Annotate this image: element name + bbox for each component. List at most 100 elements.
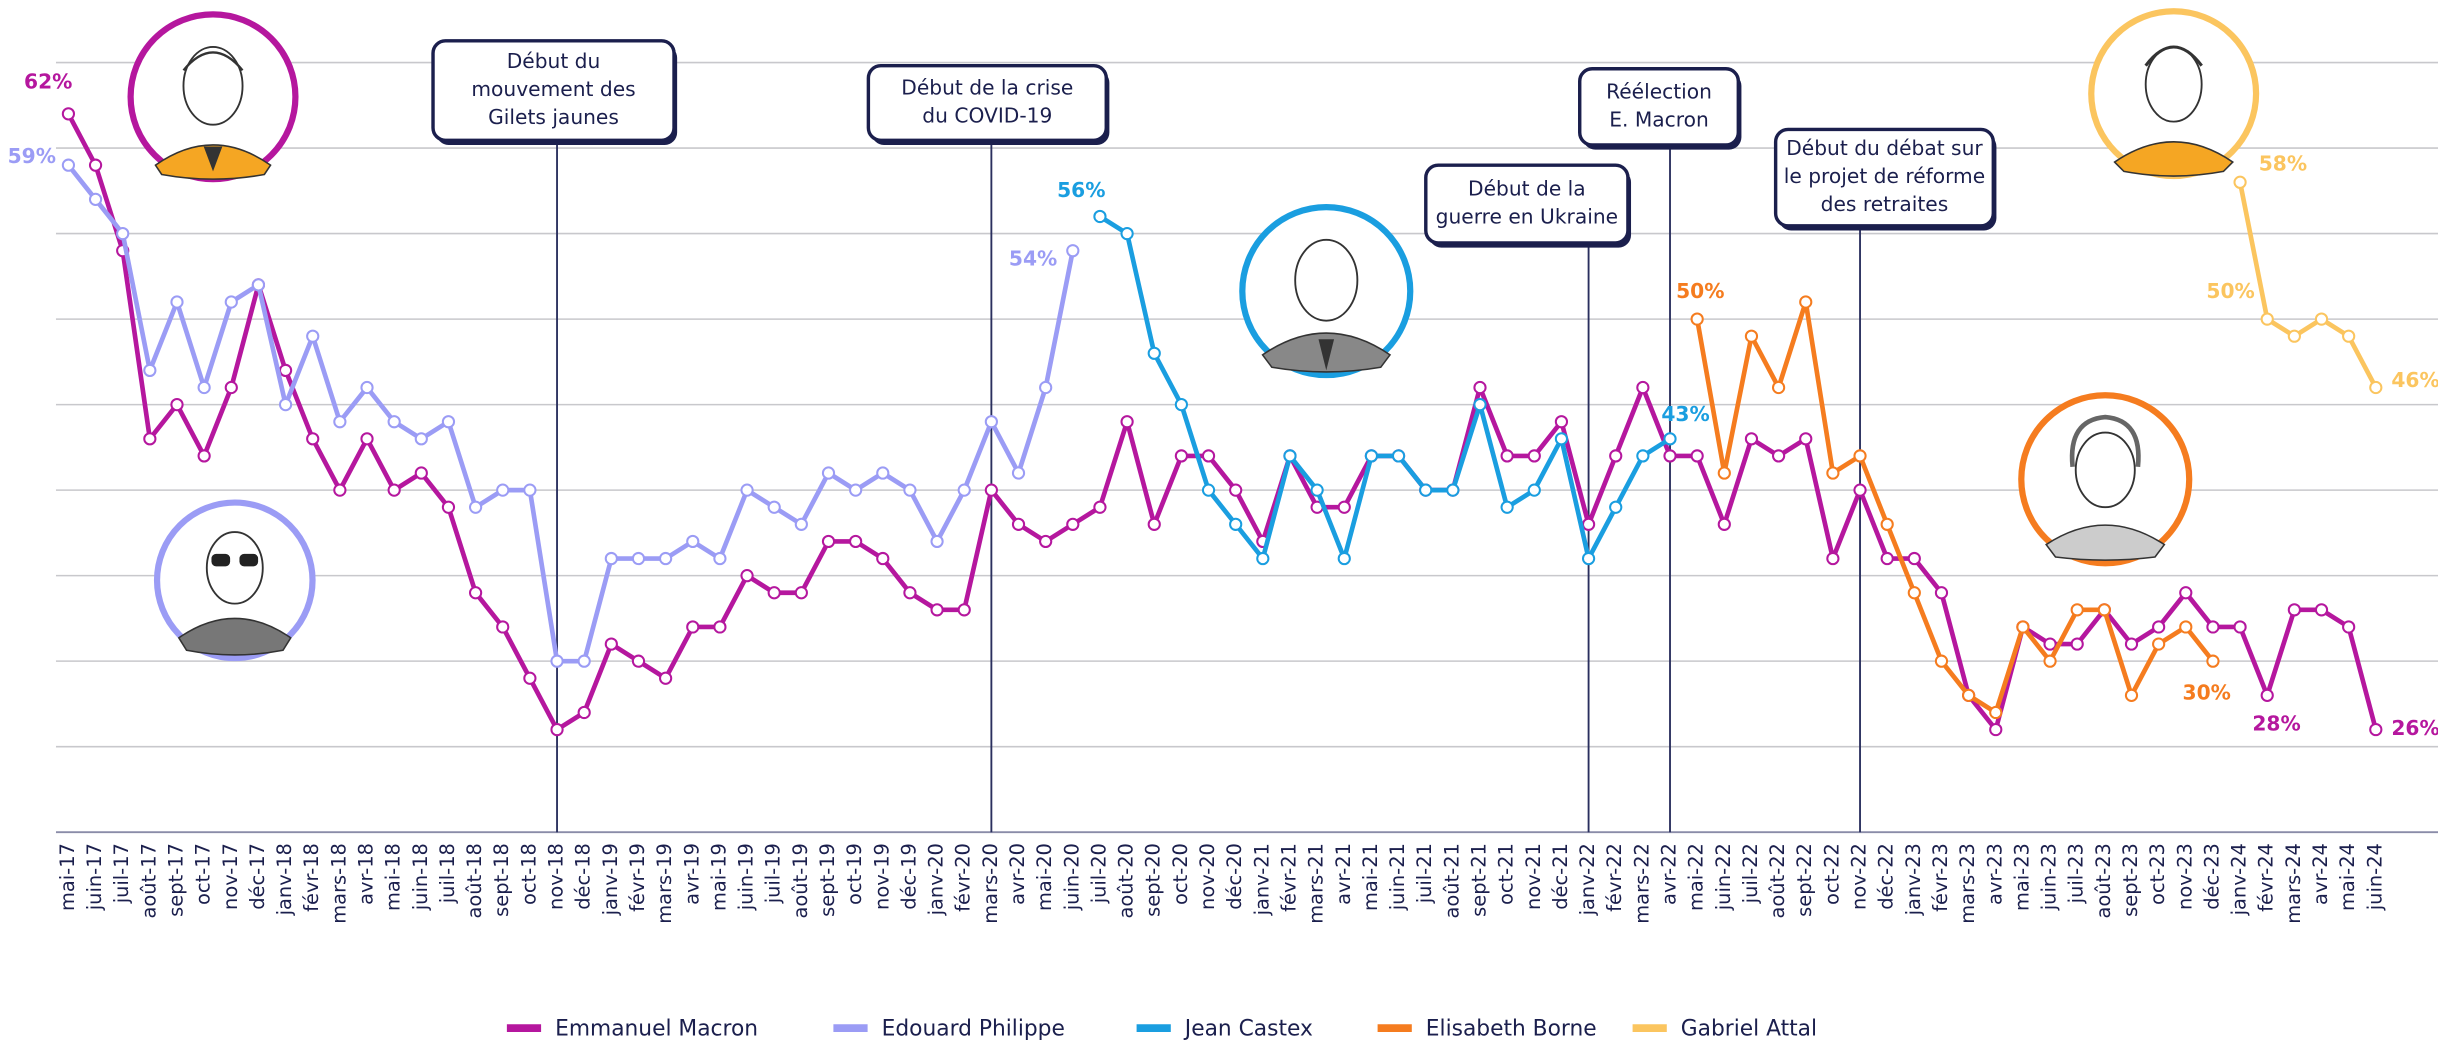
data-point: [1337, 500, 1351, 514]
x-tick-label: janv-21: [1250, 843, 1273, 916]
x-tick-label: févr-21: [1277, 843, 1300, 912]
data-point: [1093, 500, 1107, 514]
data-point: [1446, 483, 1460, 497]
data-point: [2342, 329, 2356, 343]
legend-label: Emmanuel Macron: [555, 1017, 758, 1042]
x-tick-label: mars-18: [327, 843, 350, 924]
data-point: [1690, 312, 1704, 326]
x-tick-label: mai-24: [2336, 843, 2359, 911]
data-point: [2233, 175, 2247, 189]
x-tick-label: août-21: [1440, 843, 1463, 918]
data-point: [2206, 654, 2220, 668]
data-point: [1609, 500, 1623, 514]
x-tick-label: mai-23: [2010, 843, 2033, 911]
data-point: [1500, 449, 1514, 463]
annotation-box: [431, 39, 676, 142]
x-tick-label: nov-20: [1196, 843, 1219, 910]
data-point: [170, 295, 184, 309]
data-point: [1527, 449, 1541, 463]
x-tick-label: août-23: [2092, 843, 2115, 918]
x-tick-label: févr-20: [952, 843, 975, 912]
x-tick-label: avr-18: [355, 843, 378, 905]
data-point: [1690, 449, 1704, 463]
x-tick-label: mai-20: [1033, 843, 1056, 911]
data-point: [903, 586, 917, 600]
data-point: [984, 415, 998, 429]
value-label: 30%: [2183, 680, 2231, 704]
series-line: [66, 112, 2379, 732]
x-tick-label: déc-23: [2200, 843, 2223, 910]
data-point: [2287, 603, 2301, 617]
data-point: [1229, 517, 1243, 531]
data-point: [2206, 620, 2220, 634]
x-tick-label: févr-22: [1603, 843, 1626, 912]
data-point: [468, 500, 483, 514]
data-point: [1771, 380, 1786, 395]
data-point: [306, 329, 320, 343]
data-point: [1500, 500, 1514, 514]
x-tick-label: juin-24: [2363, 843, 2386, 911]
x-tick-label: mai-18: [382, 843, 405, 911]
x-tick-label: juil-17: [110, 843, 133, 904]
portrait-attal: [2088, 8, 2260, 180]
x-tick-label: juil-20: [1087, 843, 1110, 904]
data-point: [2287, 329, 2301, 343]
x-tick-label: mai-19: [707, 843, 730, 911]
data-point: [224, 380, 238, 395]
x-tick-label: oct-17: [192, 843, 215, 905]
data-point: [1364, 449, 1379, 463]
data-point: [2179, 620, 2193, 634]
data-point: [116, 226, 130, 241]
x-tick-label: avr-20: [1006, 843, 1029, 905]
data-point: [414, 466, 428, 480]
data-point: [1636, 380, 1650, 395]
data-point: [1717, 517, 1731, 531]
annotation-text: guerre en Ukraine: [1436, 205, 1618, 229]
data-point: [2043, 654, 2057, 668]
data-point: [604, 551, 618, 566]
data-point: [1066, 517, 1080, 531]
data-point: [1989, 705, 2003, 720]
data-point: [1717, 466, 1731, 480]
data-point: [2124, 688, 2139, 702]
x-tick-label: juil-22: [1739, 843, 1762, 904]
x-tick-label: nov-19: [870, 843, 893, 910]
data-point: [1039, 380, 1053, 395]
x-tick-label: juin-20: [1060, 843, 1083, 911]
data-point: [1853, 449, 1867, 463]
data-point: [1147, 517, 1161, 531]
data-point: [1201, 449, 1216, 463]
x-tick-label: déc-21: [1549, 843, 1572, 910]
data-point: [1039, 534, 1053, 549]
value-label: 26%: [2391, 716, 2438, 740]
data-point: [1554, 415, 1569, 429]
x-tick-label: janv-22: [1576, 843, 1599, 916]
data-point: [523, 671, 537, 685]
x-tick-label: mai-22: [1685, 843, 1708, 911]
data-point: [278, 398, 293, 412]
x-tick-label: août-22: [1766, 843, 1789, 918]
data-point: [1853, 483, 1867, 497]
annotation-text: E. Macron: [1609, 107, 1709, 131]
data-point: [1201, 483, 1216, 497]
data-point: [1663, 432, 1677, 446]
data-point: [1391, 449, 1406, 463]
portrait-macron: [127, 11, 299, 183]
x-tick-label: avr-23: [1983, 843, 2006, 905]
data-point: [577, 654, 591, 668]
x-tick-label: oct-18: [517, 843, 540, 905]
x-tick-label: juin-19: [735, 843, 758, 911]
data-point: [794, 586, 808, 600]
data-point: [659, 671, 673, 685]
data-point: [2314, 603, 2329, 617]
data-point: [767, 500, 781, 514]
data-point: [1581, 517, 1596, 531]
x-tick-label: oct-23: [2146, 843, 2169, 905]
data-point: [1174, 398, 1188, 412]
data-point: [1880, 551, 1894, 566]
x-tick-label: nov-22: [1848, 843, 1871, 910]
x-tick-label: avr-19: [680, 843, 703, 905]
data-point: [1907, 586, 1921, 600]
x-tick-label: sept-19: [816, 843, 839, 917]
data-point: [496, 483, 510, 497]
